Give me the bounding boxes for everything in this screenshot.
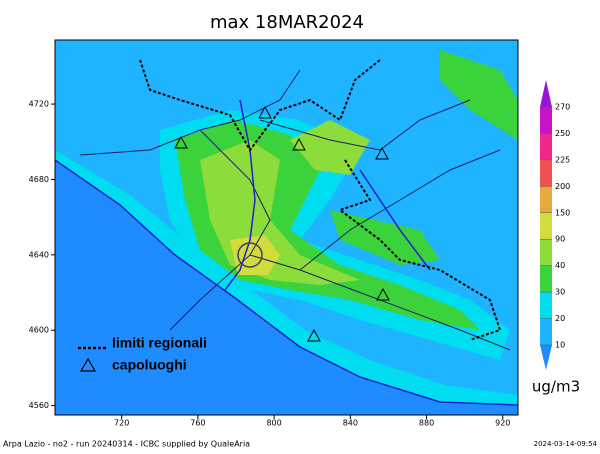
y-tick-label: 4640 — [29, 250, 49, 259]
x-tick-label: 760 — [190, 419, 205, 428]
legend-triangle — [79, 357, 97, 372]
colorbar-label: 20 — [555, 314, 565, 323]
colorbar-label: 10 — [555, 341, 565, 350]
x-tick-label: 720 — [114, 419, 129, 428]
x-tick-label: 840 — [343, 419, 358, 428]
legend-label: capoluoghi — [112, 357, 187, 373]
colorbar-label: 270 — [555, 103, 570, 112]
colorbar-label: 250 — [555, 129, 570, 138]
colorbar-label: 90 — [555, 235, 565, 244]
colorbar-box — [540, 133, 552, 160]
title: max 18MAR2024 — [210, 12, 364, 33]
x-tick-label: 800 — [266, 419, 281, 428]
x-tick-label: 920 — [495, 419, 510, 428]
x-tick-label: 880 — [419, 419, 434, 428]
colorbar-label: 225 — [555, 155, 570, 164]
colorbar-box — [540, 239, 552, 266]
colorbar-label: 150 — [555, 208, 570, 217]
colorbar-box — [540, 318, 552, 345]
colorbar-box — [540, 186, 552, 213]
y-tick-label: 4560 — [29, 401, 49, 410]
y-tick-label: 4720 — [29, 100, 49, 109]
colorbar-label: 200 — [555, 182, 570, 191]
colorbar-box — [540, 212, 552, 240]
colorbar-unit: ug/m3 — [532, 378, 580, 396]
colorbar-box — [540, 265, 552, 293]
colorbar-label: 30 — [555, 288, 565, 297]
colorbar-low — [540, 345, 552, 370]
legend-label: limiti regionali — [112, 335, 207, 351]
colorbar-box — [540, 159, 552, 187]
colorbar-label: 40 — [555, 261, 565, 270]
colorbar-high — [540, 80, 552, 107]
colorbar-box — [540, 107, 552, 134]
footer-left: Arpa Lazio - no2 - run 20240314 - ICBC s… — [3, 440, 250, 449]
footer-right: 2024-03-14-09:54 — [534, 440, 598, 448]
map-frame — [54, 39, 519, 416]
map-field — [55, 40, 518, 415]
y-tick-label: 4600 — [29, 326, 49, 335]
y-tick-label: 4680 — [29, 175, 49, 184]
colorbar-box — [540, 292, 552, 319]
